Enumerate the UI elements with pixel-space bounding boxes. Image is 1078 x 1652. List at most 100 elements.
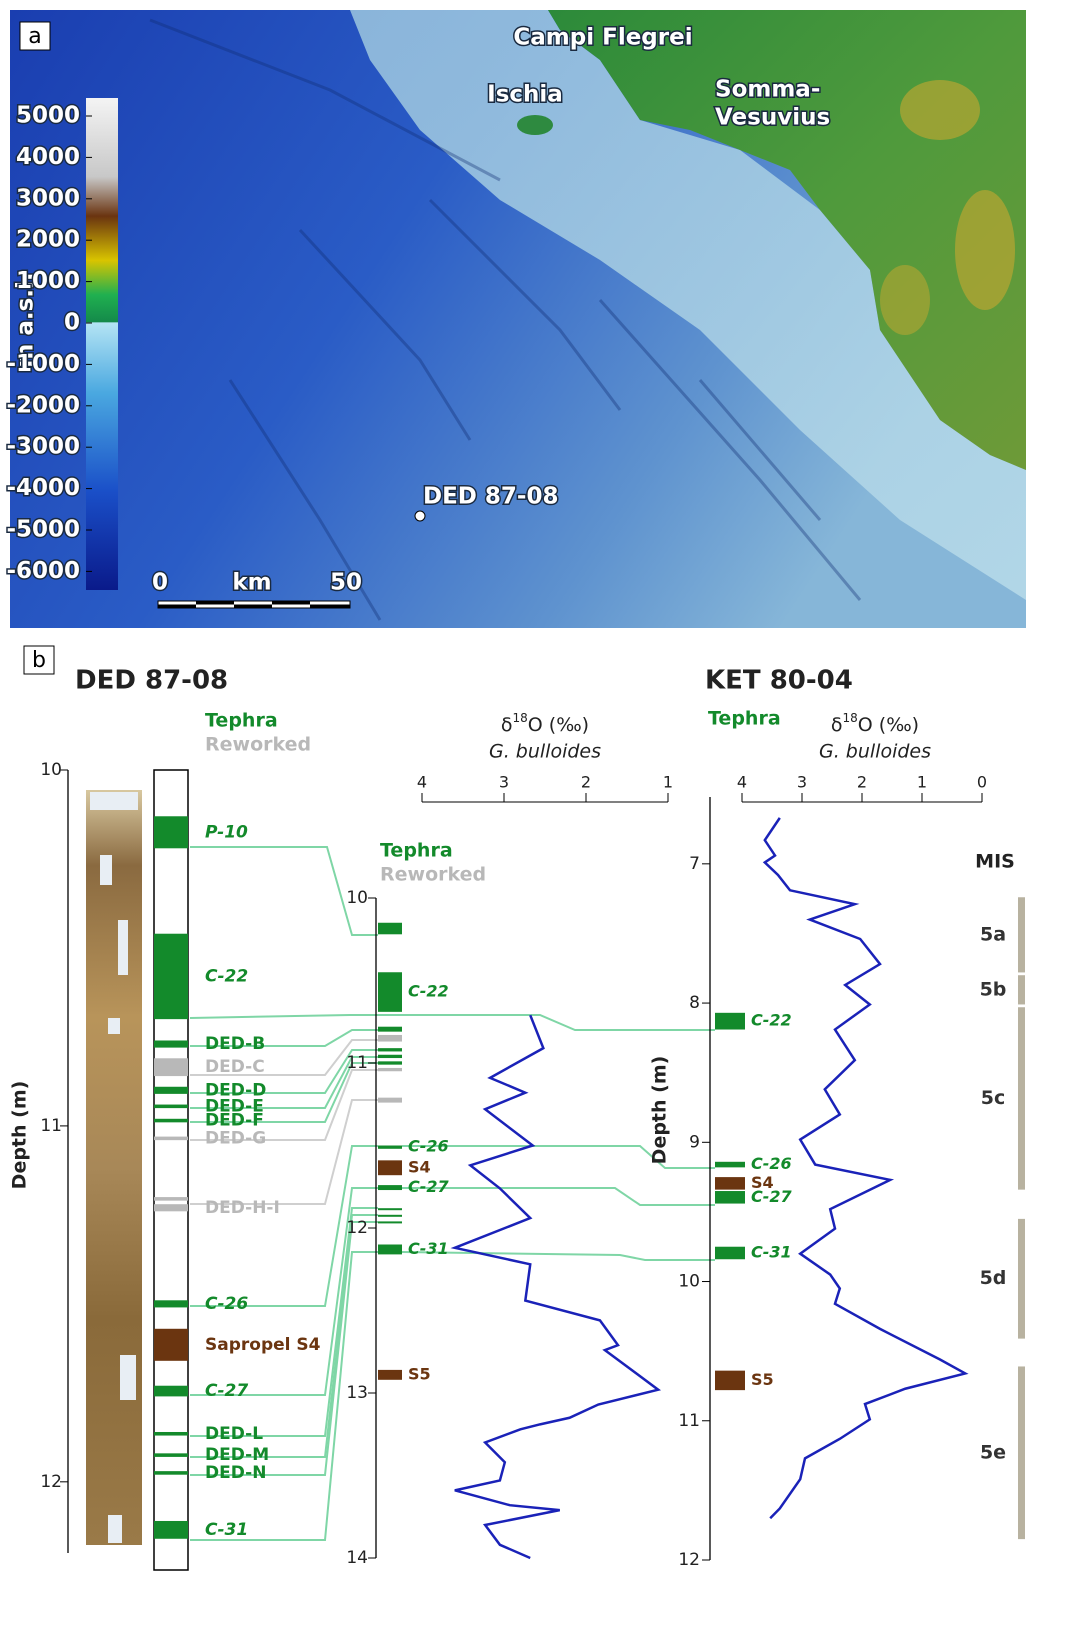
depth-axis-label: Depth (m) [9,1081,31,1190]
core-title: KET 80-04 [705,666,853,696]
layer-label: DED-F [205,1111,264,1131]
scale-label: km [232,570,271,596]
layer [154,1385,188,1397]
layer [154,1300,188,1308]
place-label: Campi Flegrei [513,25,692,51]
isotope-title-part: 18 [513,711,528,725]
legend-label: Tephra [380,840,453,862]
layer-label: DED-M [205,1445,269,1465]
colorbar-tick-label: 4000 [16,144,80,170]
map-ridges [149,18,862,621]
layer [378,1067,402,1072]
isotope-species: G. bulloides [819,741,931,763]
map-relief [955,190,1015,310]
isotope-title-part: δ [831,714,843,736]
panel-label-box [19,21,51,51]
layer-label: C-26 [205,1294,248,1314]
layer-label: C-27 [205,1381,248,1401]
layer-label: DED-L [205,1424,263,1444]
layer [154,1197,188,1201]
layer-label: DED-E [205,1096,264,1116]
layer [378,1160,402,1176]
isotope-tick-label: 3 [797,773,807,792]
place-label: Vesuvius [715,105,830,131]
layer [378,1185,402,1191]
map-relief [880,265,930,335]
layer [378,972,402,1012]
depth-tick-label: 7 [689,854,700,874]
correlation-lines [189,846,715,1541]
depth-axis-label: Depth (m) [649,1056,671,1165]
layer [378,1214,402,1217]
layer-label: C-22 [751,1011,792,1030]
colorbar-title: m a.s.l. [13,272,39,367]
isotope-tick-label: 0 [977,773,987,792]
colorbar-tick-label: -4000 [6,475,80,501]
colorbar-tick-label: 2000 [16,227,80,253]
panel-label: b [32,648,46,673]
mis-label: 5a [980,923,1006,945]
layer [154,1058,188,1077]
layer-label: DED-G [205,1128,266,1148]
scale-bar [157,600,351,609]
isotope-title: δ18O (‰) [501,711,589,736]
layer [154,1086,188,1094]
layer [378,1244,402,1255]
isotope-tick-label: 2 [581,773,591,792]
depth-tick-label: 8 [689,993,700,1013]
isotope-title-part: 18 [843,711,858,725]
layer-label: C-27 [751,1187,793,1206]
layer [154,1328,188,1361]
isotope-title-part: δ [501,714,513,736]
layer-label: C-31 [205,1520,248,1540]
layer-label: DED-D [205,1080,266,1100]
legend-label: Tephra [708,708,781,730]
layer [378,1026,402,1032]
mis-label: 5c [981,1087,1005,1109]
map-relief [900,80,980,140]
scale-label: 50 [330,570,362,596]
isotope-title-part: O (‰) [528,714,589,736]
layer-label: C-22 [205,966,248,986]
core-title: DED 87-08 [75,666,228,696]
colorbar [86,98,118,590]
mis-bar [1018,975,1025,1005]
legend-label: Tephra [205,710,278,732]
layer [378,1061,402,1065]
layer [378,1097,402,1103]
log-column [153,769,189,1571]
layer [378,1221,402,1224]
mis-bar [1018,1218,1025,1339]
depth-tick-label: 11 [346,1053,368,1073]
depth-tick-label: 10 [678,1272,700,1292]
layer [154,1118,188,1123]
layer-label: C-26 [751,1154,792,1173]
panel-label: a [28,24,41,49]
layer-label: DED-H-I [205,1198,280,1218]
colorbar-tick-label: -6000 [6,558,80,584]
colorbar-tick-label: -5000 [6,517,80,543]
isotope-tick-label: 3 [499,773,509,792]
core-photo-detail [90,792,138,1543]
depth-tick-label: 13 [346,1383,368,1403]
depth-tick-label: 14 [346,1548,368,1568]
mis-bar [1018,1366,1025,1540]
layer-label: S4 [751,1173,774,1192]
isotope-title-part: O (‰) [858,714,919,736]
site-label: DED 87-08 [423,484,558,510]
mis-label: 5e [980,1441,1006,1463]
layer [154,933,188,1020]
panel-label-box [23,645,55,675]
depth-tick-label: 10 [346,888,368,908]
layer [715,1012,745,1030]
layer [154,1136,188,1141]
layer-label: S5 [408,1364,431,1383]
mis-bar [1018,1007,1025,1190]
layer-label: C-31 [751,1242,792,1261]
layer [378,1145,402,1149]
depth-tick-label: 11 [40,1116,62,1136]
colorbar-tick-label: 5000 [16,103,80,129]
colorbar-tick-label: -2000 [6,392,80,418]
